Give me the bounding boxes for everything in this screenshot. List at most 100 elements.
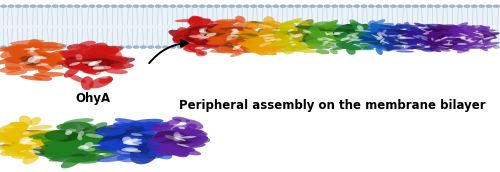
Ellipse shape	[66, 57, 108, 72]
Ellipse shape	[344, 23, 360, 34]
Ellipse shape	[143, 121, 155, 131]
Ellipse shape	[283, 31, 315, 43]
Ellipse shape	[179, 148, 194, 154]
Ellipse shape	[361, 5, 367, 8]
Ellipse shape	[269, 48, 277, 55]
Ellipse shape	[342, 33, 357, 48]
Ellipse shape	[328, 39, 334, 41]
Ellipse shape	[320, 37, 341, 44]
Ellipse shape	[72, 58, 112, 69]
Ellipse shape	[413, 35, 420, 38]
Ellipse shape	[457, 47, 470, 53]
Ellipse shape	[6, 137, 52, 147]
Ellipse shape	[14, 127, 42, 146]
Ellipse shape	[427, 46, 434, 49]
Ellipse shape	[460, 25, 473, 29]
Ellipse shape	[184, 46, 190, 49]
Ellipse shape	[420, 39, 432, 45]
Ellipse shape	[273, 37, 294, 40]
Ellipse shape	[376, 36, 383, 40]
Ellipse shape	[18, 132, 40, 142]
Ellipse shape	[14, 135, 42, 142]
Ellipse shape	[390, 46, 396, 49]
Ellipse shape	[10, 141, 34, 156]
Ellipse shape	[106, 133, 166, 142]
Ellipse shape	[469, 40, 477, 43]
Ellipse shape	[190, 17, 214, 24]
Ellipse shape	[355, 25, 370, 28]
Ellipse shape	[272, 46, 279, 49]
Ellipse shape	[176, 33, 232, 40]
Ellipse shape	[152, 125, 174, 131]
Ellipse shape	[263, 36, 269, 39]
Ellipse shape	[332, 31, 347, 34]
Ellipse shape	[246, 21, 258, 31]
Ellipse shape	[288, 33, 298, 37]
Ellipse shape	[280, 5, 286, 8]
Ellipse shape	[406, 28, 424, 32]
Ellipse shape	[354, 46, 360, 49]
Ellipse shape	[472, 34, 489, 42]
Ellipse shape	[396, 30, 413, 38]
Ellipse shape	[304, 34, 316, 40]
Ellipse shape	[38, 46, 44, 49]
Ellipse shape	[265, 46, 272, 49]
Ellipse shape	[361, 34, 400, 42]
Ellipse shape	[26, 52, 54, 71]
Ellipse shape	[199, 36, 210, 40]
Ellipse shape	[431, 42, 460, 49]
Ellipse shape	[470, 25, 484, 28]
Ellipse shape	[101, 141, 164, 151]
Ellipse shape	[0, 145, 46, 156]
Ellipse shape	[422, 26, 428, 29]
Ellipse shape	[400, 41, 408, 44]
Ellipse shape	[350, 37, 360, 39]
Ellipse shape	[354, 31, 371, 38]
Ellipse shape	[82, 141, 120, 153]
Ellipse shape	[162, 141, 190, 157]
Ellipse shape	[472, 34, 496, 42]
Ellipse shape	[453, 31, 472, 44]
Ellipse shape	[133, 46, 139, 49]
Ellipse shape	[8, 46, 14, 49]
Ellipse shape	[454, 37, 464, 41]
Ellipse shape	[412, 46, 418, 49]
Ellipse shape	[414, 30, 444, 36]
Ellipse shape	[427, 5, 434, 8]
Ellipse shape	[437, 39, 443, 41]
Ellipse shape	[206, 46, 212, 49]
Ellipse shape	[441, 37, 448, 39]
Ellipse shape	[183, 48, 196, 52]
Ellipse shape	[129, 139, 142, 141]
Ellipse shape	[421, 49, 434, 52]
Ellipse shape	[311, 39, 336, 46]
Ellipse shape	[199, 31, 209, 34]
Ellipse shape	[214, 33, 242, 49]
Ellipse shape	[370, 19, 386, 27]
Ellipse shape	[378, 44, 404, 45]
Ellipse shape	[133, 135, 172, 151]
Ellipse shape	[464, 47, 488, 49]
Ellipse shape	[302, 5, 308, 8]
Ellipse shape	[342, 35, 372, 39]
Ellipse shape	[346, 24, 376, 30]
Ellipse shape	[462, 31, 479, 36]
Ellipse shape	[486, 46, 492, 49]
Ellipse shape	[20, 139, 33, 140]
Ellipse shape	[236, 5, 242, 8]
Ellipse shape	[485, 33, 498, 38]
Ellipse shape	[402, 30, 440, 39]
Ellipse shape	[153, 132, 194, 139]
Ellipse shape	[480, 25, 486, 29]
Ellipse shape	[89, 46, 95, 49]
Ellipse shape	[11, 132, 52, 145]
Ellipse shape	[192, 28, 214, 38]
Ellipse shape	[148, 125, 182, 130]
Ellipse shape	[452, 45, 458, 50]
Ellipse shape	[259, 45, 266, 47]
Ellipse shape	[232, 32, 241, 34]
Ellipse shape	[439, 36, 470, 46]
Ellipse shape	[166, 145, 196, 152]
Ellipse shape	[168, 136, 188, 145]
Ellipse shape	[0, 122, 29, 138]
